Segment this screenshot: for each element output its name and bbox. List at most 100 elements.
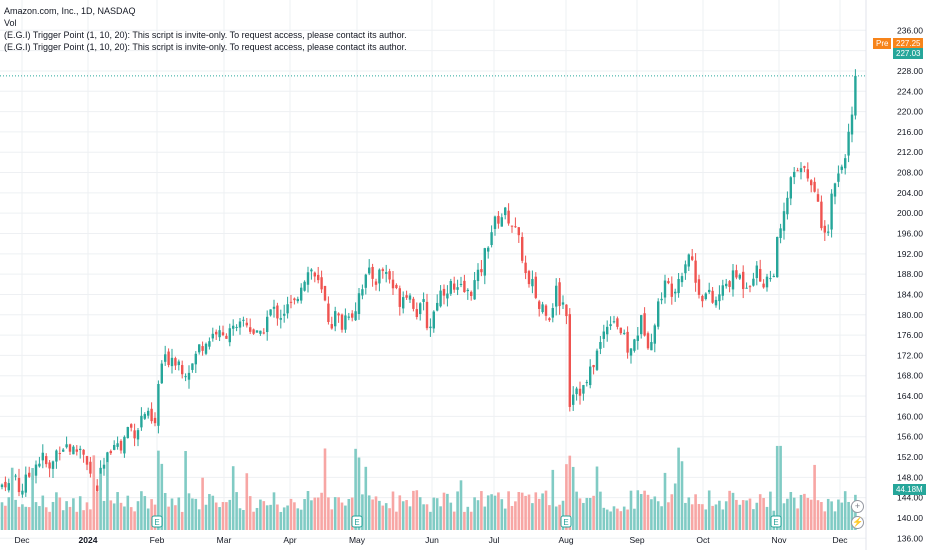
- volume-bar: [813, 464, 816, 530]
- candle-body: [68, 444, 72, 452]
- candle-body: [436, 302, 439, 311]
- volume-bar: [687, 497, 691, 530]
- volume-bar: [473, 497, 476, 530]
- volume-bar: [758, 494, 762, 530]
- volume-bar: [701, 504, 704, 530]
- volume-bar: [415, 490, 419, 530]
- volume-bar: [14, 499, 17, 530]
- y-tick-label: 152.00: [897, 452, 923, 462]
- candle-body: [691, 256, 694, 260]
- volume-bar: [449, 502, 453, 530]
- candle-body: [500, 217, 503, 227]
- candle-body: [235, 326, 238, 328]
- candle-body: [368, 267, 371, 274]
- earnings-icon: [770, 515, 782, 528]
- symbol-title[interactable]: Amazon.com, Inc., 1D, NASDAQ: [4, 6, 136, 16]
- candle-body: [606, 326, 609, 335]
- volume-bar: [789, 491, 793, 530]
- volume-bar: [463, 511, 466, 530]
- candle-body: [687, 254, 690, 267]
- candle-body: [650, 342, 653, 351]
- indicator-legend-1[interactable]: (E.G.I) Trigger Point (1, 10, 20): This …: [4, 30, 407, 40]
- volume-bar: [299, 509, 303, 530]
- volume-bar: [327, 497, 330, 530]
- candle-body: [728, 281, 731, 287]
- volume-bar: [378, 500, 381, 530]
- candle-body: [347, 316, 350, 318]
- volume-bar: [799, 494, 803, 530]
- volume-bar: [163, 492, 167, 530]
- volume-bar: [837, 499, 840, 530]
- volume-bar: [221, 502, 225, 530]
- candle-body: [133, 430, 136, 439]
- candle-body: [89, 461, 92, 474]
- volume-bar: [51, 501, 55, 530]
- volume-bar: [68, 506, 72, 530]
- candle-body: [663, 280, 667, 298]
- x-tick-label: Dec: [832, 535, 848, 545]
- volume-bar: [279, 511, 283, 530]
- volume-bar: [286, 505, 289, 530]
- candle-body: [21, 490, 24, 495]
- y-tick-label: 140.00: [897, 513, 923, 523]
- candle-body: [187, 372, 191, 380]
- candle-body: [490, 232, 493, 246]
- volume-bar: [847, 501, 850, 530]
- candle-body: [55, 450, 58, 462]
- candle-body: [592, 365, 595, 368]
- candle-body: [796, 170, 799, 172]
- volume-bar: [150, 499, 153, 530]
- volume-bar: [442, 492, 446, 530]
- lightning-icon[interactable]: ⚡: [851, 516, 864, 529]
- volume-bar: [497, 492, 500, 530]
- candle-body: [279, 318, 282, 320]
- volume-bar: [7, 497, 11, 530]
- volume-legend[interactable]: Vol: [4, 18, 17, 28]
- candle-body: [153, 417, 157, 424]
- candle-body: [364, 274, 367, 288]
- volume-bar: [361, 494, 364, 530]
- candle-body: [565, 304, 568, 317]
- volume-bar: [272, 492, 276, 530]
- volume-bar: [527, 494, 531, 530]
- volume-bar: [820, 501, 823, 530]
- candle-body: [82, 449, 85, 455]
- indicator-legend-2[interactable]: (E.G.I) Trigger Point (1, 10, 20): This …: [4, 42, 407, 52]
- candle-body: [425, 301, 429, 329]
- candle-body: [45, 456, 48, 465]
- volume-bar: [187, 493, 191, 530]
- y-tick-label: 228.00: [897, 66, 923, 76]
- candle-body: [150, 408, 153, 422]
- volume-bar: [826, 498, 830, 530]
- candle-body: [742, 271, 745, 290]
- add-plus-icon[interactable]: +: [851, 500, 864, 513]
- candle-body: [810, 180, 813, 186]
- volume-bar: [728, 490, 731, 530]
- volume-bar: [714, 504, 718, 530]
- candle-body: [0, 484, 4, 488]
- candle-body: [776, 236, 779, 278]
- x-tick-label: Feb: [150, 535, 165, 545]
- candle-body: [245, 322, 248, 326]
- candle-body: [745, 287, 748, 289]
- candle-body: [432, 311, 435, 329]
- candle-body: [793, 171, 796, 178]
- volume-bar: [289, 498, 293, 530]
- volume-bar: [357, 457, 361, 530]
- candle-body: [184, 376, 187, 378]
- candle-body: [524, 262, 527, 274]
- volume-bar: [554, 506, 558, 530]
- candle-body: [17, 477, 21, 493]
- candle-body: [466, 289, 469, 292]
- volume-bar: [310, 500, 313, 530]
- x-tick-label: 2024: [79, 535, 98, 545]
- candle-body: [782, 211, 786, 231]
- candle-body: [123, 436, 126, 454]
- candle-body: [136, 430, 140, 440]
- volume-bar: [435, 498, 439, 530]
- candle-body: [147, 410, 150, 416]
- candle-body: [514, 226, 517, 228]
- candle-body: [725, 283, 728, 287]
